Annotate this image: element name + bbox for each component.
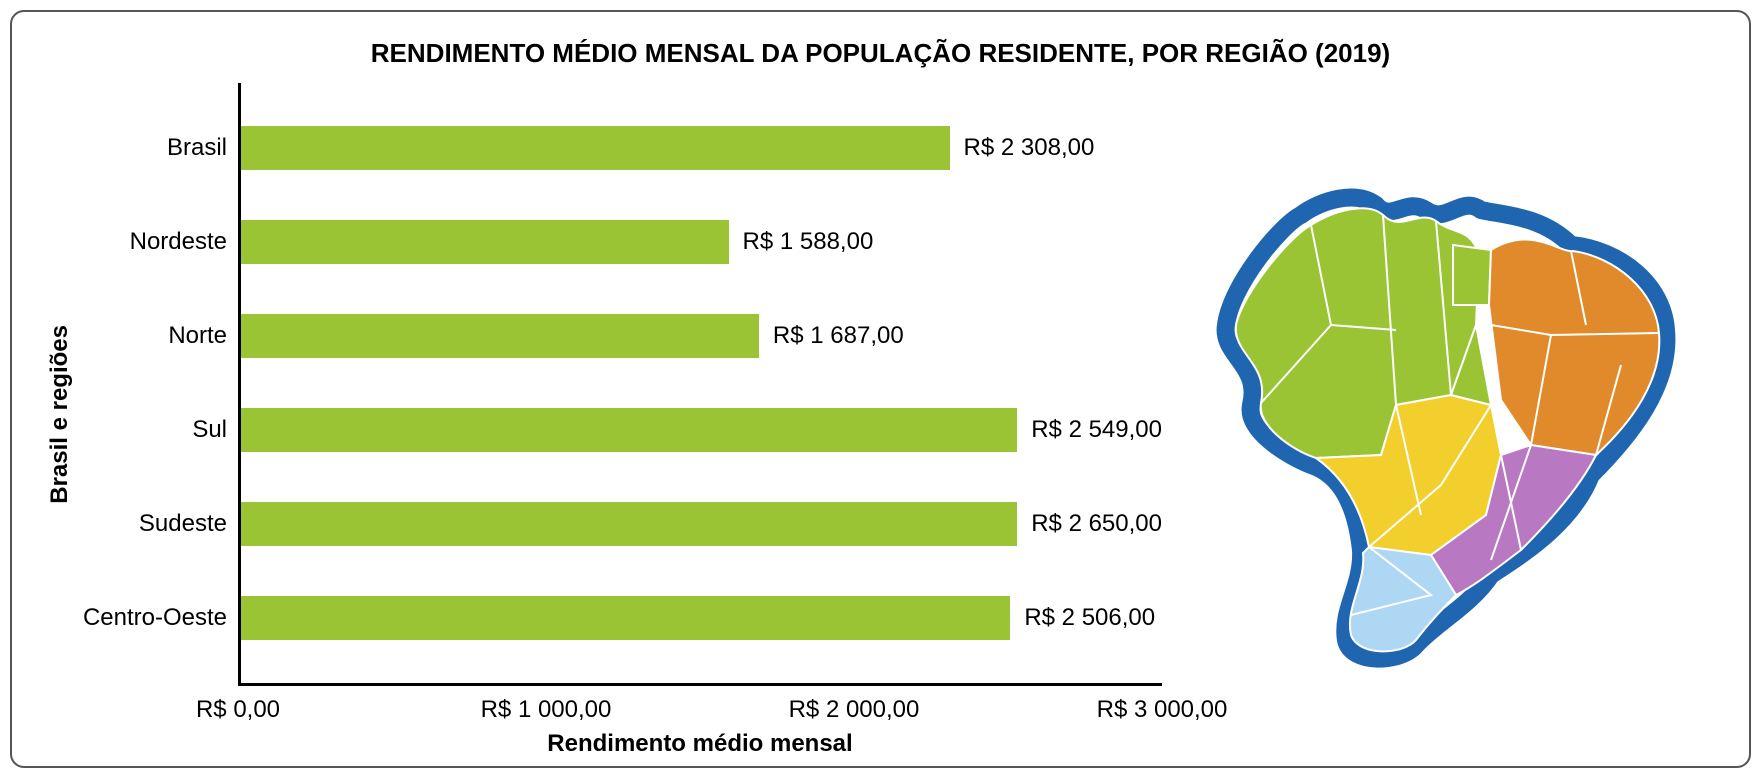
bar-row-5: Centro-OesteR$ 2 506,00: [241, 596, 1162, 640]
bars-container: BrasilR$ 2 308,00 NordesteR$ 1 588,00 Nort…: [241, 83, 1162, 683]
bar-row-3: SulR$ 2 549,00: [241, 408, 1162, 452]
x-axis-label: Rendimento médio mensal: [238, 730, 1162, 758]
category-label: Sudeste: [67, 510, 227, 538]
category-label: Nordeste: [67, 228, 227, 256]
bar-value-label: R$ 2 506,00: [1024, 604, 1155, 632]
bar-row-0: BrasilR$ 2 308,00: [241, 126, 1162, 170]
bar-rect: [241, 596, 1010, 640]
bar-row-1: NordesteR$ 1 588,00: [241, 220, 1162, 264]
bar-rect: [241, 126, 950, 170]
brazil-map: [1191, 155, 1691, 675]
category-label: Centro-Oeste: [67, 604, 227, 632]
bar-value-label: R$ 1 687,00: [773, 322, 904, 350]
bar-row-4: SudesteR$ 2 650,00: [241, 502, 1162, 546]
category-label: Norte: [67, 322, 227, 350]
x-tick: R$ 3 000,00: [1097, 696, 1228, 724]
infographic-frame: RENDIMENTO MÉDIO MENSAL DA POPULAÇÃO RES…: [10, 10, 1751, 768]
bar-value-label: R$ 1 588,00: [743, 228, 874, 256]
plot-area: BrasilR$ 2 308,00 NordesteR$ 1 588,00 Nort…: [238, 83, 1162, 686]
category-label: Sul: [67, 416, 227, 444]
chart-area: BrasilR$ 2 308,00 NordesteR$ 1 588,00 Nort…: [78, 83, 1162, 746]
x-tick: R$ 0,00: [196, 696, 280, 724]
category-label: Brasil: [67, 134, 227, 162]
bar-value-label: R$ 2 308,00: [964, 134, 1095, 162]
chart-title: RENDIMENTO MÉDIO MENSAL DA POPULAÇÃO RES…: [42, 38, 1719, 69]
content-row: Brasil e regiões BrasilR$ 2 308,00Nordes…: [42, 83, 1719, 746]
bar-value-label: R$ 2 650,00: [1031, 510, 1162, 538]
x-ticks: R$ 0,00R$ 1 000,00R$ 2 000,00R$ 3 000,00: [238, 696, 1162, 726]
chart-column: Brasil e regiões BrasilR$ 2 308,00Nordes…: [42, 83, 1162, 746]
bar-rect: [241, 220, 729, 264]
y-axis-label: Brasil e regiões: [42, 325, 78, 504]
x-tick: R$ 1 000,00: [481, 696, 612, 724]
bar-rect: [241, 314, 759, 358]
bar-row-2: NorteR$ 1 687,00: [241, 314, 1162, 358]
bar-rect: [241, 408, 1017, 452]
map-column: [1162, 83, 1719, 746]
x-tick: R$ 2 000,00: [789, 696, 920, 724]
bar-value-label: R$ 2 549,00: [1031, 416, 1162, 444]
bar-rect: [241, 502, 1017, 546]
